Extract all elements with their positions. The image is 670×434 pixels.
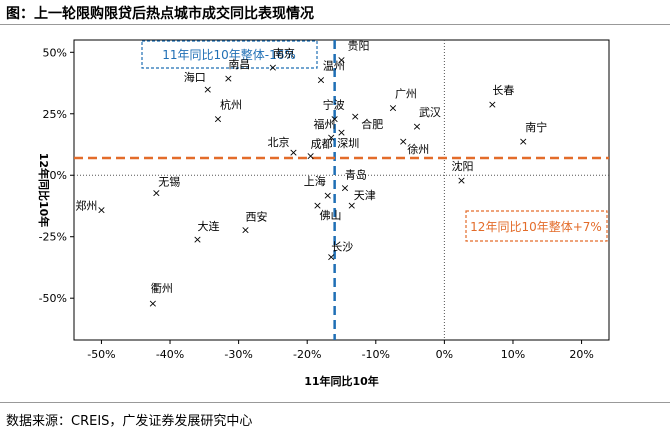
point-label: 合肥 (361, 117, 383, 131)
point-marker: × (412, 120, 421, 133)
point-marker: × (97, 204, 106, 217)
point-marker: × (330, 113, 339, 126)
point-marker: × (316, 73, 325, 86)
x-tick-label: -30% (224, 348, 252, 361)
y-axis-label: 12年同比10年 (37, 153, 51, 228)
x-tick-label: 0% (436, 348, 453, 361)
point-marker: × (268, 61, 277, 74)
point-label: 杭州 (220, 98, 242, 112)
point-label: 佛山 (319, 209, 341, 222)
point-marker: × (313, 199, 322, 212)
point-label: 南京 (273, 46, 295, 60)
x-tick-label: -50% (87, 348, 115, 361)
point-marker: × (351, 110, 360, 123)
x-mean-box (141, 40, 318, 69)
scatter-chart: -50% -40% -30% -20% -10% 0% 10% 20% -50% -25% 0% 25… (37, 39, 610, 388)
point-marker: × (148, 297, 157, 310)
point-label: 郑州 (75, 199, 97, 213)
point-label: 衢州 (151, 282, 173, 295)
point-marker: × (347, 199, 356, 212)
plot-frame (73, 39, 610, 341)
point-marker: × (327, 250, 336, 263)
point-label: 深圳 (337, 137, 359, 150)
point-label: 温州 (323, 59, 345, 72)
y-tick-label: 25% (43, 108, 67, 121)
divider (0, 402, 670, 403)
y-tick-label: 0% (50, 169, 67, 182)
point-marker: × (488, 98, 497, 111)
point-label: 北京 (267, 135, 289, 149)
point-label: 无锡 (158, 174, 180, 188)
point-label: 长春 (492, 84, 514, 97)
point-label: 南宁 (525, 120, 547, 134)
x-tick-label: -20% (293, 348, 321, 361)
point-label: 上海 (304, 174, 326, 188)
point-label: 大连 (197, 219, 219, 233)
point-marker: × (241, 223, 250, 236)
point-marker: × (213, 113, 222, 126)
point-label: 长沙 (331, 240, 353, 253)
point-marker: × (337, 126, 346, 139)
point-marker: × (327, 131, 336, 144)
point-label: 天津 (354, 189, 376, 202)
y-tick-label: 50% (43, 46, 67, 59)
x-axis-label: 11年同比10年 (304, 374, 379, 388)
point-label: 成都 (311, 138, 333, 151)
point-marker: × (323, 189, 332, 202)
point-label: 宁波 (323, 98, 345, 112)
x-tick-label: -10% (362, 348, 390, 361)
point-marker: × (337, 54, 346, 67)
point-marker: × (519, 135, 528, 148)
point-label: 福州 (314, 117, 336, 131)
point-label: 西安 (245, 209, 267, 223)
point-label: 武汉 (419, 106, 441, 119)
point-marker: × (193, 233, 202, 246)
point-label: 青岛 (345, 168, 367, 182)
point-marker: × (457, 174, 466, 187)
y-tick-label: -25% (39, 231, 67, 244)
point-label: 贵阳 (348, 40, 370, 53)
point-marker: × (152, 186, 161, 199)
point-marker: × (306, 150, 315, 163)
y-mean-box (465, 210, 608, 242)
x-tick-label: -40% (156, 348, 184, 361)
point-label: 广州 (395, 88, 417, 101)
point-marker: × (224, 72, 233, 85)
x-mean-label: 11年同比10年整体-16% (162, 47, 296, 62)
x-tick-label: 20% (569, 348, 593, 361)
point-label: 徐州 (407, 142, 429, 156)
source-note: 数据来源：CREIS，广发证券发展研究中心 (6, 414, 253, 429)
point-label: 南昌 (228, 58, 250, 71)
x-tick-label: 10% (501, 348, 525, 361)
y-tick-label: -50% (39, 292, 67, 305)
title-bar: 图：上一轮限购限贷后热点城市成交同比表现情况 (0, 0, 670, 25)
point-marker: × (203, 83, 212, 96)
point-marker: × (340, 182, 349, 195)
figure-title: 图：上一轮限购限贷后热点城市成交同比表现情况 (6, 6, 314, 22)
point-marker: × (399, 135, 408, 148)
point-marker: × (388, 102, 397, 115)
y-mean-label: 12年同比10年整体+7% (470, 219, 602, 234)
point-marker: × (289, 146, 298, 159)
point-label: 沈阳 (452, 159, 474, 173)
point-label: 海口 (184, 70, 206, 84)
